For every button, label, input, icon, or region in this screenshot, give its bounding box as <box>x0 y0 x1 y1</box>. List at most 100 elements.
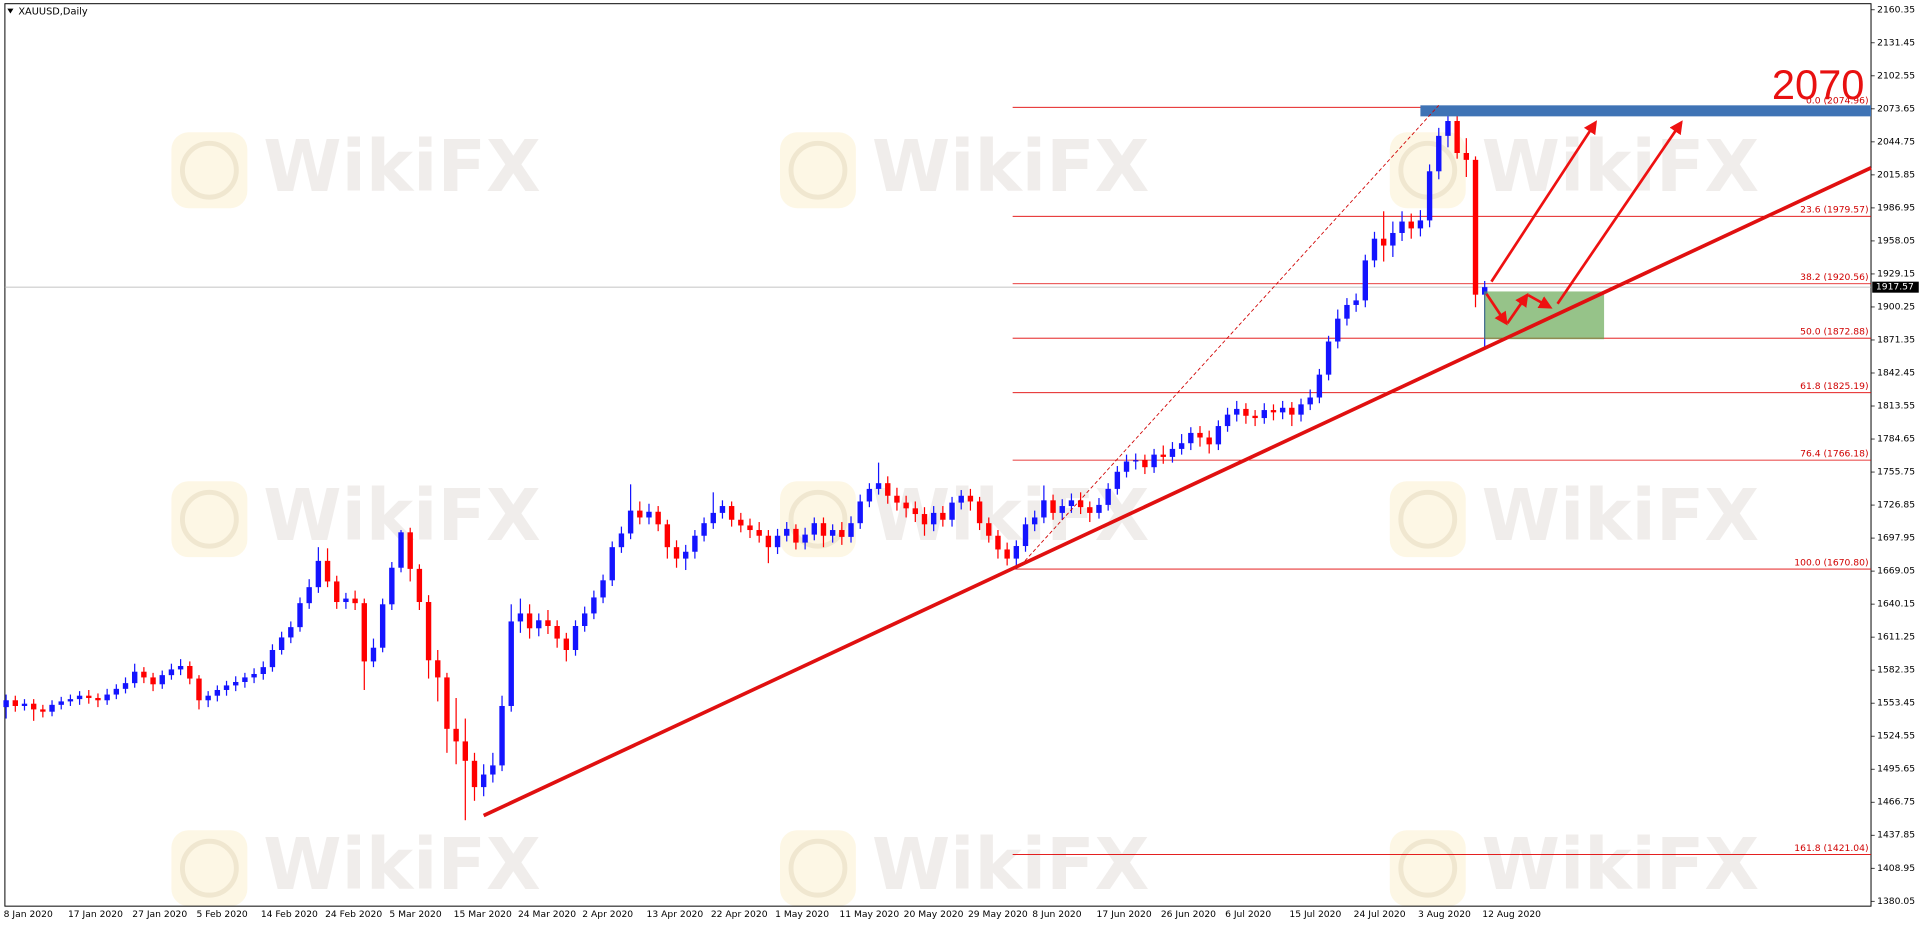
candle-body <box>21 703 28 706</box>
candle-body <box>1390 232 1396 246</box>
candle-body <box>297 603 303 628</box>
y-tick-label: 1582.35 <box>1877 665 1915 676</box>
candle-body <box>1243 408 1249 416</box>
candle-body <box>1298 404 1304 415</box>
candle-body <box>1325 341 1332 375</box>
y-tick-label: 2073.65 <box>1877 103 1915 114</box>
x-tick-label: 24 Feb 2020 <box>325 909 382 920</box>
y-tick-label: 1755.75 <box>1877 467 1915 478</box>
candle-body <box>582 613 588 627</box>
candle-body <box>425 602 432 661</box>
candle-body <box>738 519 744 526</box>
candle-body <box>352 598 358 604</box>
watermark-logo-circle <box>180 838 239 898</box>
candle-body <box>627 510 634 534</box>
watermark-logo <box>1389 132 1466 209</box>
candle-body <box>490 765 496 775</box>
candle-body <box>875 483 882 489</box>
arrow <box>1527 293 1553 309</box>
x-tick-label: 5 Feb 2020 <box>197 909 248 920</box>
arrows <box>1485 120 1683 326</box>
arrow <box>1556 120 1683 305</box>
y-tick-label: 1900.25 <box>1877 301 1915 312</box>
watermark-logo-circle <box>788 140 848 200</box>
candle-body <box>793 528 799 543</box>
candle-body <box>885 483 891 496</box>
candle-body <box>242 677 248 682</box>
y-tick-label: 1437.85 <box>1877 830 1915 841</box>
y-tick-label: 1611.25 <box>1877 632 1915 643</box>
watermarks: WikiFX WikiFX WikiFX WikiFX WikiFX WikiFX Wiki… <box>171 125 1760 907</box>
candle-body <box>334 581 340 603</box>
candle-body <box>471 760 478 788</box>
candle-body <box>848 523 854 537</box>
candle-body <box>1380 238 1387 246</box>
candle-body <box>1169 448 1176 457</box>
y-tick-label: 1495.65 <box>1877 764 1915 775</box>
chart-title: XAUUSD,Daily <box>18 7 88 18</box>
candle-body <box>1417 220 1424 229</box>
candle-body <box>1050 500 1056 513</box>
x-tick-label: 3 Aug 2020 <box>1418 909 1471 920</box>
candle-body <box>1261 410 1267 419</box>
candle-body <box>223 685 230 690</box>
candle-body <box>269 649 276 668</box>
candle-body <box>40 709 46 712</box>
candle-body <box>49 704 55 712</box>
fib-label: 61.8 (1825.19) <box>1800 381 1868 392</box>
y-tick-label: 2102.55 <box>1877 70 1915 81</box>
candle-body <box>150 677 156 685</box>
candle-body <box>361 603 367 662</box>
candle-body <box>1252 415 1258 419</box>
candle-body <box>930 512 937 525</box>
candle-body <box>1344 304 1350 319</box>
watermark-logo <box>171 830 248 907</box>
watermark: WikiFX <box>1482 823 1760 906</box>
candle-body <box>251 673 257 678</box>
candle-body <box>1105 488 1111 505</box>
candle-body <box>692 535 698 552</box>
candle-body <box>820 523 827 536</box>
y-tick-label: 1640.15 <box>1877 599 1915 610</box>
candle-body <box>1279 407 1286 413</box>
candle-body <box>774 535 781 548</box>
y-tick-label: 1958.05 <box>1877 235 1915 246</box>
candle-body <box>719 506 726 513</box>
x-tick-label: 22 Apr 2020 <box>711 909 768 920</box>
candle-body <box>572 626 579 650</box>
candle-body <box>1133 460 1139 462</box>
candle-body <box>389 567 395 605</box>
candle-body <box>1472 159 1479 295</box>
candle-body <box>600 580 606 598</box>
candle-body <box>618 533 625 548</box>
candle-body <box>802 534 808 543</box>
x-tick-label: 26 Jun 2020 <box>1161 909 1216 920</box>
candle-body <box>1426 171 1433 221</box>
candle-body <box>1114 471 1121 489</box>
candle-body <box>1482 287 1488 295</box>
y-tick-label: 1466.75 <box>1877 797 1915 808</box>
candle-body <box>1353 300 1359 305</box>
fib-label: 38.2 (1920.56) <box>1800 272 1868 283</box>
x-tick-label: 8 Jan 2020 <box>4 909 53 920</box>
candle-body <box>857 501 863 524</box>
candle-body <box>67 699 74 702</box>
candle-body <box>517 613 524 622</box>
candle-body <box>609 547 615 581</box>
price-annotation: 2070 <box>1772 61 1865 108</box>
candle-body <box>1371 238 1378 261</box>
candle-body <box>86 695 92 698</box>
candle-body <box>214 689 221 696</box>
plot-frame <box>4 3 1872 907</box>
candle-body <box>499 705 505 766</box>
candle-body <box>1041 500 1047 518</box>
candle-body <box>1362 260 1369 301</box>
candle-body <box>1289 407 1295 415</box>
y-tick-label: 1986.95 <box>1877 202 1915 213</box>
arrow <box>1490 120 1597 283</box>
y-tick-label: 1784.65 <box>1877 434 1915 445</box>
x-tick-label: 15 Mar 2020 <box>454 909 512 920</box>
watermark-logo <box>1389 481 1466 558</box>
candle-body <box>756 530 762 536</box>
